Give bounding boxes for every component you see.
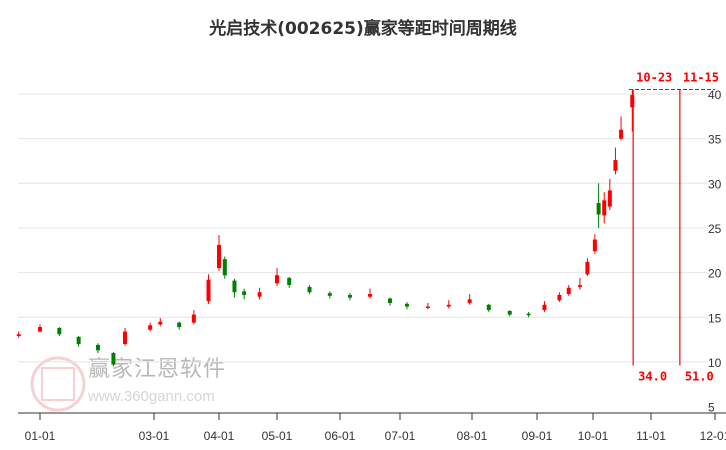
x-tick-label: 09-01	[522, 429, 553, 443]
candle-body	[16, 334, 21, 337]
y-tick-label: 5	[708, 401, 715, 415]
candle-body	[217, 244, 221, 269]
candle-body	[95, 344, 100, 351]
candle-body	[526, 313, 531, 316]
candle-body	[404, 303, 409, 307]
x-tick-label: 10-01	[578, 429, 609, 443]
candle-body	[123, 331, 128, 345]
y-tick-label: 40	[708, 88, 722, 102]
candle-body	[287, 277, 292, 286]
candle-body	[630, 94, 635, 108]
candle-body	[222, 259, 227, 276]
candle-body	[592, 239, 597, 252]
cycle-count-label: 34.0	[638, 369, 667, 383]
candle-body	[486, 304, 491, 311]
candle-body	[275, 275, 279, 284]
x-tick-label: 04-01	[204, 429, 235, 443]
y-tick-label: 30	[708, 177, 722, 191]
candle-body	[38, 327, 42, 332]
candle-body	[327, 293, 332, 296]
candle-body	[57, 327, 62, 335]
candle-body	[242, 291, 247, 295]
candle-body	[619, 129, 624, 139]
candle-body	[507, 310, 512, 315]
y-tick-label: 25	[708, 222, 722, 236]
candle-body	[577, 285, 582, 287]
candle-body	[158, 321, 163, 325]
candle-body	[557, 294, 562, 301]
cycle-date-label: 11-15	[683, 71, 719, 85]
y-tick-label: 35	[708, 133, 722, 147]
x-tick-label: 08-01	[457, 429, 488, 443]
candle-body	[613, 160, 618, 171]
candle-body	[596, 202, 601, 215]
cycle-count-label: 51.0	[685, 369, 714, 383]
y-tick-label: 20	[708, 267, 722, 281]
candle-body	[368, 294, 372, 297]
x-tick-label: 12-01	[700, 429, 726, 443]
candle-body	[607, 190, 612, 207]
candle-body	[388, 298, 392, 303]
x-tick-label: 03-01	[139, 429, 170, 443]
x-tick-label: 05-01	[262, 429, 293, 443]
x-tick-label: 06-01	[325, 429, 356, 443]
candle-body	[232, 280, 237, 293]
cycle-date-label: 10-23	[636, 71, 672, 85]
candle-body	[467, 299, 472, 303]
chart-title: 光启技术(002625)赢家等距时间周期线	[209, 19, 517, 39]
y-tick-label: 10	[708, 356, 722, 370]
x-tick-label: 11-01	[636, 429, 666, 443]
candle-body	[425, 306, 430, 309]
candle-body	[257, 292, 262, 297]
x-tick-label: 01-01	[25, 429, 56, 443]
y-tick-label: 15	[708, 311, 722, 325]
candle-body	[148, 325, 153, 330]
candle-body	[76, 336, 81, 345]
watermark-url: www.360gann.com	[88, 388, 215, 405]
candle-body	[446, 304, 451, 307]
candle-body	[566, 287, 571, 295]
candle-body	[191, 314, 196, 323]
candle-body	[177, 322, 182, 328]
candle-body	[111, 352, 116, 365]
watermark-logo	[30, 356, 86, 412]
x-tick-label: 07-01	[385, 429, 416, 443]
candle-body	[307, 286, 312, 293]
candle-body	[206, 279, 211, 302]
candle-body	[542, 304, 547, 311]
candle-body	[585, 261, 590, 275]
candle-body	[602, 200, 607, 216]
candle-body	[348, 294, 352, 298]
